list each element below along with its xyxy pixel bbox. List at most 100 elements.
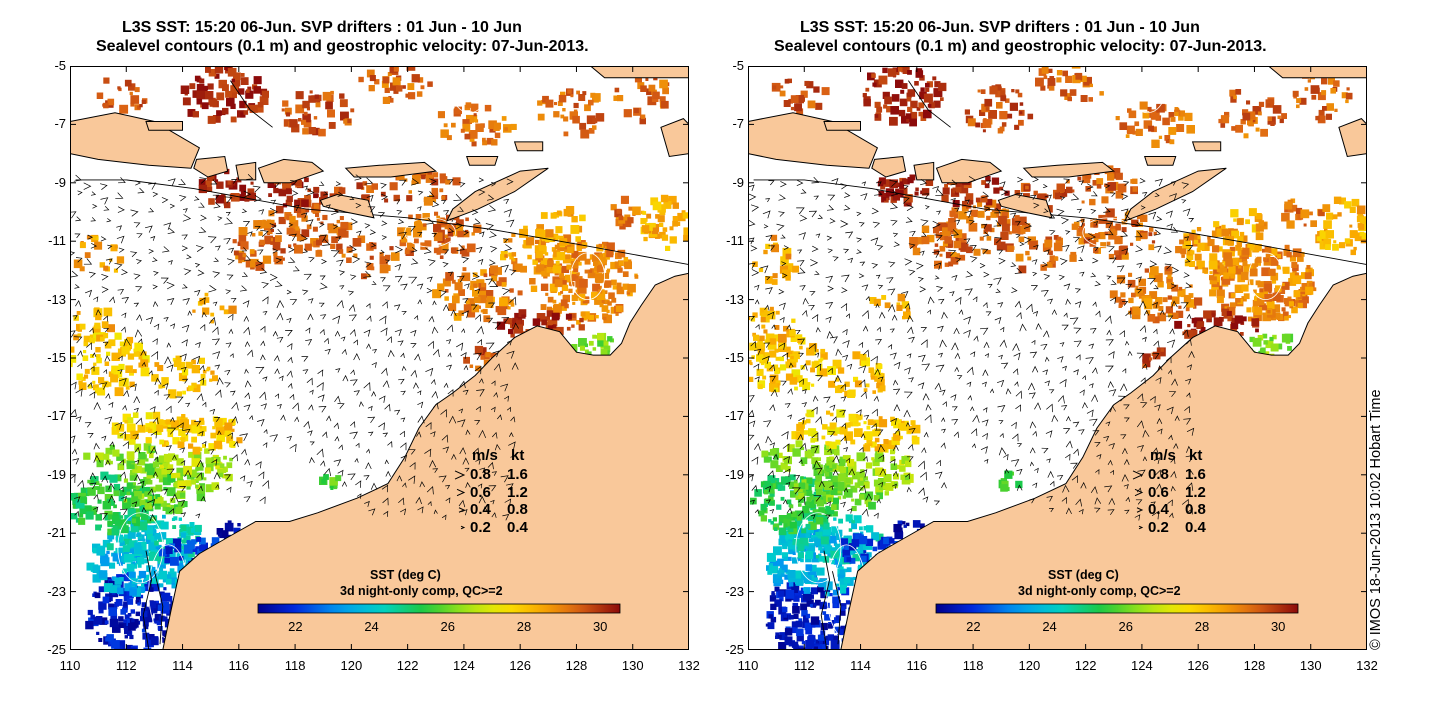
sst-pixel: [508, 328, 514, 335]
sst-pixel: [134, 342, 143, 352]
sst-pixel: [894, 530, 903, 540]
sst-pixel: [452, 177, 461, 186]
sst-pixel: [199, 537, 206, 545]
velocity-arrow: [429, 459, 437, 468]
sst-pixel: [811, 431, 818, 438]
sst-pixel: [471, 141, 477, 147]
velocity-arrow: [475, 458, 481, 465]
sst-pixel: [853, 428, 863, 437]
sst-pixel: [874, 437, 880, 443]
velocity-arrow: [417, 415, 425, 424]
velocity-arrow: [474, 365, 482, 375]
sst-pixel: [239, 100, 247, 109]
sst-pixel: [865, 462, 873, 469]
velocity-arrow: [133, 407, 139, 413]
sst-pixel: [102, 333, 109, 339]
velocity-arrow: [413, 382, 419, 389]
velocity-arrow: [101, 475, 109, 483]
sst-pixel: [761, 450, 769, 458]
sst-pixel: [1119, 122, 1128, 130]
sst-pixel: [240, 73, 245, 77]
sst-pixel: [789, 354, 798, 363]
sst-pixel: [444, 234, 449, 238]
sst-pixel: [872, 82, 877, 87]
sst-pixel: [571, 250, 579, 258]
sst-pixel: [169, 568, 175, 573]
sst-pixel: [162, 514, 166, 519]
sst-pixel: [433, 224, 442, 233]
legend-speed-ms: 0.4: [470, 501, 491, 518]
sst-pixel: [800, 446, 805, 451]
velocity-arrow: [153, 271, 159, 276]
sst-pixel: [964, 109, 970, 115]
velocity-arrow: [366, 448, 371, 454]
sst-pixel: [232, 78, 241, 87]
sst-pixel: [192, 111, 199, 118]
sst-pixel: [79, 507, 87, 515]
sst-pixel: [1276, 254, 1281, 259]
sst-pixel: [1223, 272, 1230, 279]
sst-pixel: [216, 181, 224, 189]
sst-pixel: [94, 322, 101, 329]
sst-pixel: [596, 265, 605, 273]
sst-pixel: [839, 456, 843, 460]
velocity-arrow: [324, 348, 331, 355]
velocity-arrow: [341, 481, 348, 487]
sst-pixel: [552, 324, 557, 329]
sst-pixel: [818, 358, 823, 363]
sst-pixel: [106, 351, 111, 356]
sst-pixel: [240, 77, 249, 85]
sst-pixel: [96, 357, 102, 364]
velocity-arrow: [356, 493, 362, 499]
sst-pixel: [126, 598, 134, 605]
sst-pixel: [1194, 297, 1203, 306]
sst-pixel: [790, 491, 797, 498]
velocity-arrow: [358, 401, 364, 407]
sst-pixel: [756, 368, 764, 376]
sst-pixel: [594, 297, 602, 305]
sst-pixel: [166, 487, 176, 497]
sst-pixel: [977, 89, 981, 93]
sst-pixel: [837, 628, 844, 636]
sst-pixel: [1255, 232, 1264, 241]
velocity-arrow: [77, 350, 83, 357]
sst-pixel: [162, 616, 168, 622]
sst-pixel: [832, 532, 836, 536]
velocity-arrow: [181, 324, 190, 333]
sst-pixel: [792, 448, 801, 457]
velocity-arrow: [477, 338, 483, 346]
sst-pixel: [406, 195, 413, 202]
sst-pixel: [132, 469, 136, 473]
sst-pixel: [1115, 191, 1124, 199]
sst-pixel: [286, 227, 294, 235]
velocity-arrow: [77, 479, 85, 489]
sst-pixel: [899, 465, 906, 472]
sst-pixel: [796, 515, 802, 521]
sst-pixel: [857, 472, 865, 480]
sst-pixel: [826, 444, 831, 449]
sst-pixel: [761, 324, 766, 329]
sst-pixel: [144, 463, 153, 472]
sst-pixel: [887, 68, 897, 77]
sst-pixel: [1033, 190, 1038, 196]
sst-pixel: [815, 599, 821, 606]
sst-pixel: [445, 179, 451, 185]
sst-pixel: [820, 522, 824, 527]
sst-pixel: [1069, 89, 1077, 96]
sst-pixel: [571, 324, 575, 328]
sst-pixel: [879, 539, 889, 549]
sst-pixel: [766, 452, 771, 456]
sst-pixel: [966, 246, 973, 254]
sst-pixel: [1327, 77, 1335, 85]
sst-pixel: [568, 288, 573, 293]
sst-pixel: [541, 319, 547, 326]
sst-pixel: [890, 449, 895, 455]
sst-pixel: [525, 237, 535, 246]
sst-pixel: [837, 473, 847, 482]
land-mass: [235, 161, 257, 181]
velocity-arrow: [101, 273, 109, 281]
velocity-arrow: [244, 368, 249, 374]
velocity-arrow: [303, 420, 310, 429]
sst-pixel: [934, 260, 942, 269]
sst-pixel: [339, 216, 344, 221]
